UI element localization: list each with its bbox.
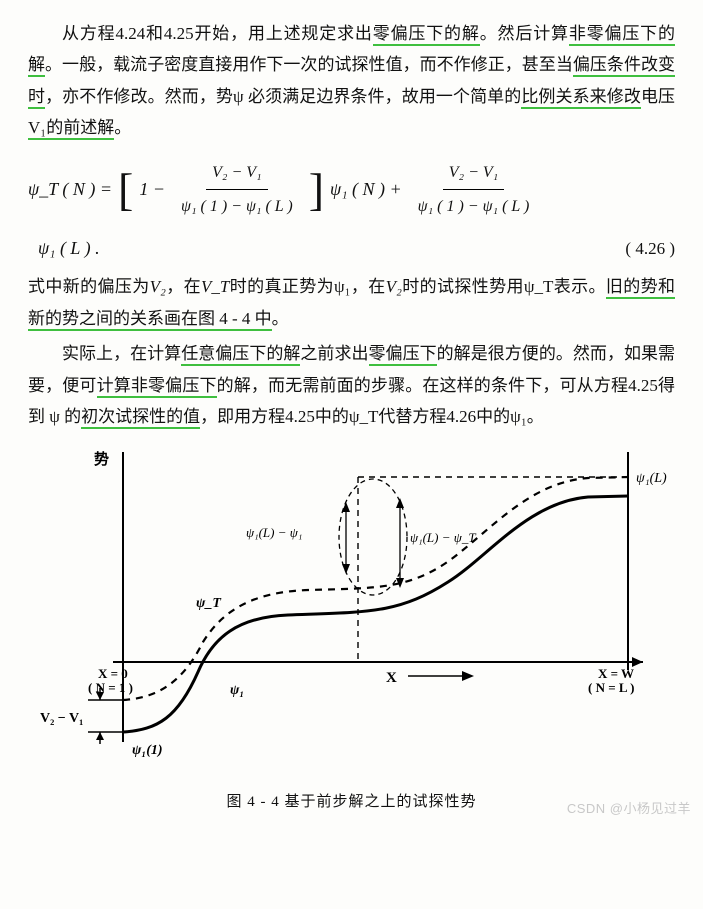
svg-text:ψ₁(L) − ψ₁: ψ₁(L) − ψ₁ — [246, 525, 302, 540]
eq-mid: ψ₁ ( N ) + — [330, 173, 402, 206]
frac-num: V₂ − V₁ — [443, 158, 504, 191]
underline: 比例关系来修改 — [521, 87, 641, 109]
svg-text:( N = 1 ): ( N = 1 ) — [88, 680, 133, 695]
text: 实际上，在计算 — [62, 344, 181, 363]
watermark: CSDN @小杨见过羊 — [567, 797, 691, 821]
svg-text:ψ_T: ψ_T — [196, 596, 222, 611]
svg-text:( N = L ): ( N = L ) — [588, 680, 634, 695]
eq-lhs: ψ_T ( N ) = — [28, 173, 112, 206]
eq-one: 1 − — [139, 173, 165, 206]
svg-text:X: X — [386, 670, 397, 686]
svg-text:V₂ − V₁: V₂ − V₁ — [40, 711, 83, 726]
eq-tail-term: ψ₁ ( L ) . — [38, 232, 100, 265]
svg-text:ψ₁(L) − ψ_T: ψ₁(L) − ψ_T — [410, 530, 476, 545]
bracket-left: [ — [118, 174, 133, 206]
var: V₂ — [386, 277, 402, 296]
equation-tail: ψ₁ ( L ) . ( 4.26 ) — [38, 232, 675, 265]
svg-text:势: 势 — [94, 450, 109, 468]
frac-den: ψ₁ ( 1 ) − ψ₁ ( L ) — [412, 190, 536, 222]
figure-4-4: 势 ψ₁(L) ψ₁(L) − ψ₁ ψ₁(L) − ψ_T ψ_T ψ₁ ψ₁… — [28, 442, 675, 816]
frac-den: ψ₁ ( 1 ) − ψ₁ ( L ) — [175, 190, 299, 222]
svg-text:ψ₁: ψ₁ — [230, 683, 244, 698]
text: 。 — [114, 118, 131, 137]
underline: 零偏压下 — [369, 344, 437, 366]
underline: 初次试探性 — [81, 407, 166, 429]
text: ，在 — [166, 277, 201, 296]
svg-text:X = W: X = W — [598, 666, 634, 681]
text: 。一般，载流子密度直接用作下一次的试探性值，而不作修正，甚至当 — [45, 55, 573, 74]
paragraph-2: 式中新的偏压为V₂，在V_T时的真正势为ψ₁，在V₂时的试探性势用ψ_T表示。旧… — [28, 271, 675, 334]
text: ，亦不作修改。然而，势ψ 必须满足边界条件，故用一个简单的 — [45, 87, 521, 106]
equation-number: ( 4.26 ) — [625, 233, 675, 264]
frac-num: V₂ − V₁ — [206, 158, 267, 191]
text: 。 — [272, 309, 289, 328]
svg-text:ψ₁(1): ψ₁(1) — [132, 743, 163, 758]
text: ，即用方程4.25中的ψ_T代替方程4.26中的ψ₁。 — [200, 407, 544, 426]
underline: 任意偏压下的解 — [181, 344, 300, 366]
text: 之前求出 — [300, 344, 368, 363]
text: 从方程4.24和4.25开始，用上述规定求出 — [62, 24, 373, 43]
underline: 零偏压下的解 — [373, 24, 480, 46]
text: 电压 — [641, 87, 675, 106]
paragraph-3: 实际上，在计算任意偏压下的解之前求出零偏压下的解是很方便的。然而，如果需要，便可… — [28, 338, 675, 432]
underline: 计算非零偏压下 — [97, 376, 217, 398]
figure-svg: 势 ψ₁(L) ψ₁(L) − ψ₁ ψ₁(L) − ψ_T ψ_T ψ₁ ψ₁… — [28, 442, 668, 772]
paragraph-1: 从方程4.24和4.25开始，用上述规定求出零偏压下的解。然后计算非零偏压下的解… — [28, 18, 675, 144]
bracket-right: ] — [309, 174, 324, 206]
underline: 的值 — [166, 407, 200, 429]
underline: V₁的前述解 — [28, 118, 114, 140]
var: V_T — [201, 277, 229, 296]
text: 时的试探性势用ψ_T表示。 — [402, 277, 606, 296]
fraction-1: V₂ − V₁ ψ₁ ( 1 ) − ψ₁ ( L ) — [175, 158, 299, 222]
equation-4-26: ψ_T ( N ) = [ 1 − V₂ − V₁ ψ₁ ( 1 ) − ψ₁ … — [28, 158, 675, 222]
fraction-2: V₂ − V₁ ψ₁ ( 1 ) − ψ₁ ( L ) — [412, 158, 536, 222]
var: V₂ — [150, 277, 166, 296]
text: 时的真正势为ψ₁，在 — [229, 277, 385, 296]
svg-text:X = 0: X = 0 — [98, 666, 128, 681]
text: 。然后计算 — [480, 24, 569, 43]
text: 式中新的偏压为 — [28, 277, 150, 296]
svg-text:ψ₁(L): ψ₁(L) — [636, 471, 667, 486]
